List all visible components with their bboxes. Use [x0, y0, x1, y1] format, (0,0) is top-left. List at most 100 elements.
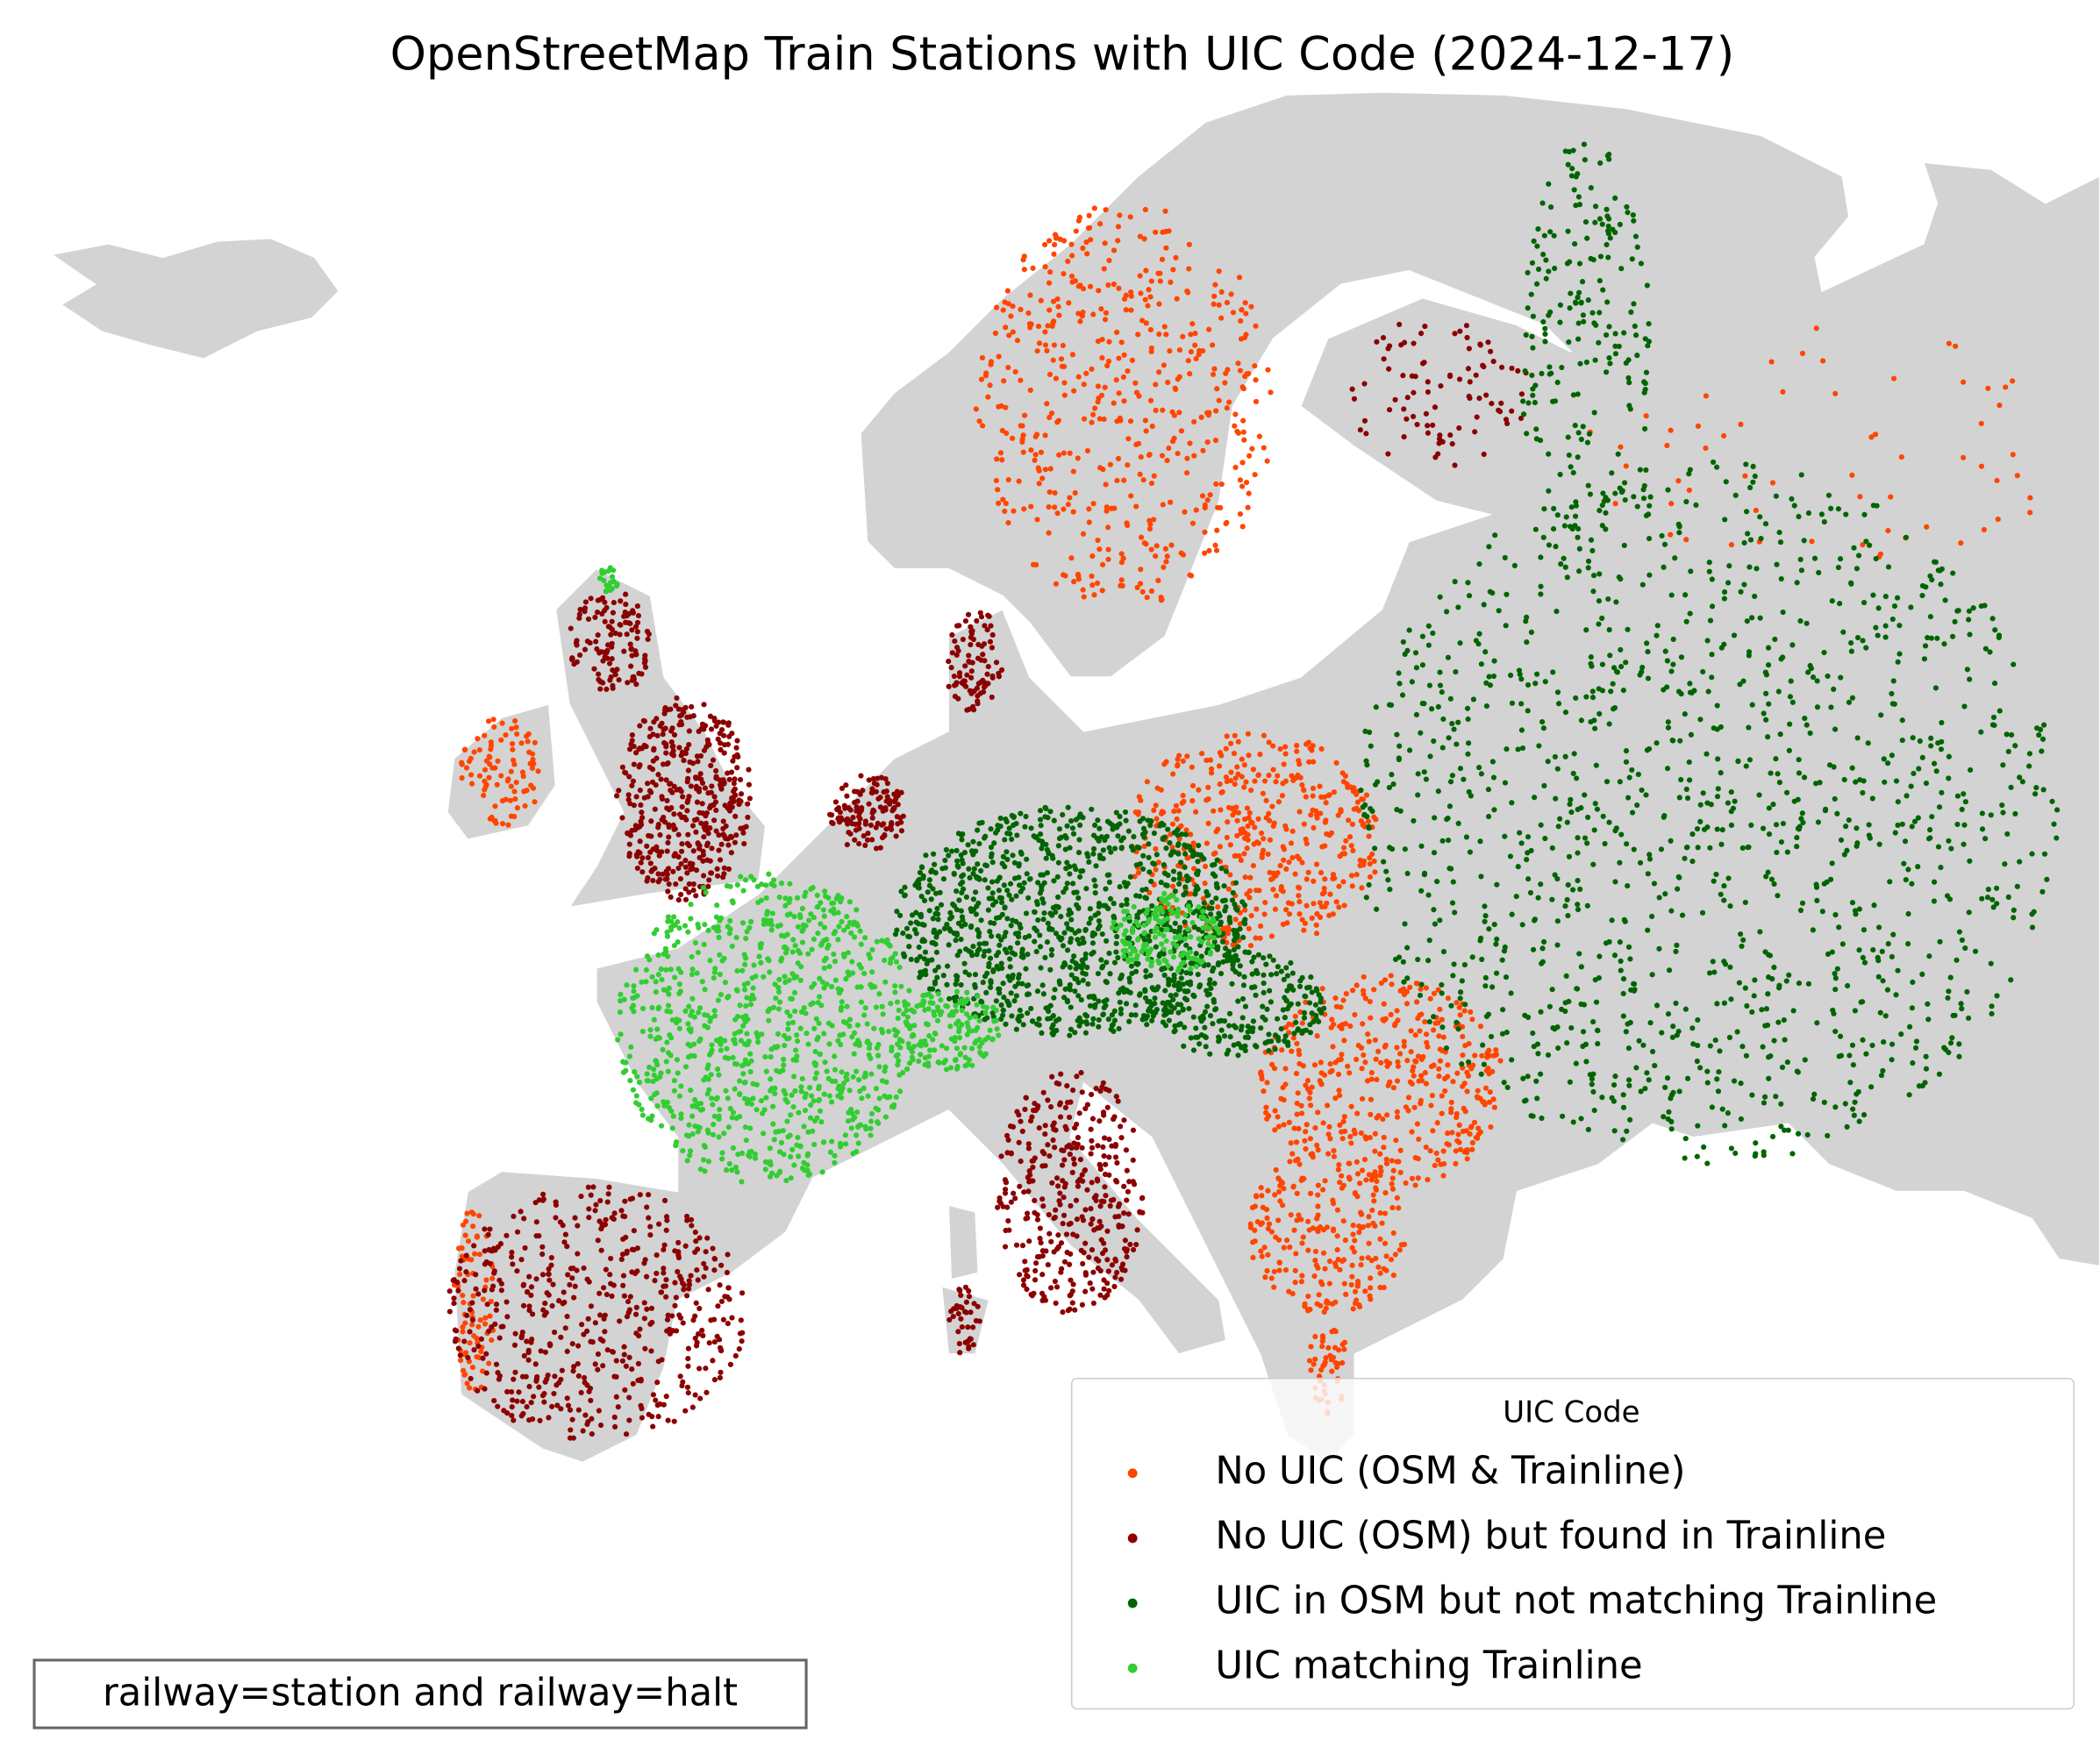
station-dot [1252, 824, 1258, 831]
station-dot [1291, 1227, 1297, 1233]
station-dot [1074, 1073, 1080, 1080]
station-dot [1274, 1016, 1281, 1022]
station-dot [1102, 317, 1109, 323]
station-dot [1067, 984, 1073, 990]
station-dot [1050, 298, 1057, 304]
station-dot [1028, 447, 1034, 453]
station-dot [575, 1407, 582, 1413]
station-dot [718, 1262, 725, 1268]
station-dot [472, 1251, 478, 1257]
station-dot [694, 753, 701, 759]
station-dot [596, 1408, 602, 1414]
station-dot [970, 838, 976, 845]
station-dot [1046, 488, 1053, 496]
station-dot [1066, 300, 1072, 306]
station-dot [1056, 1198, 1062, 1204]
station-dot [1304, 840, 1310, 846]
station-dot [1013, 993, 1019, 999]
station-dot [1365, 1254, 1371, 1261]
station-dot [649, 767, 656, 773]
station-dot [1308, 974, 1314, 981]
station-dot [591, 666, 597, 672]
station-dot [1247, 1224, 1254, 1230]
station-dot [1277, 745, 1283, 752]
station-dot [1036, 340, 1043, 346]
station-dot [932, 941, 939, 947]
station-dot [986, 613, 992, 619]
station-dot [696, 774, 702, 781]
station-dot [959, 1324, 965, 1330]
station-dot [1211, 293, 1218, 299]
station-dot [1414, 1121, 1420, 1127]
station-dot [1138, 454, 1144, 460]
station-dot [464, 1210, 470, 1216]
station-dot [1085, 981, 1091, 988]
station-dot [1018, 1159, 1024, 1165]
station-dot [1266, 810, 1272, 817]
station-dot [579, 1322, 585, 1328]
station-dot [1147, 822, 1154, 829]
station-dot [1213, 829, 1219, 835]
station-dot [468, 781, 475, 787]
station-dot [659, 720, 665, 726]
station-dot [549, 1403, 555, 1409]
station-dot [708, 726, 715, 732]
station-dot [1288, 1001, 1294, 1007]
station-dot [703, 1366, 709, 1372]
station-dot [1029, 1018, 1036, 1024]
station-dot [462, 1232, 468, 1238]
station-dot [1042, 264, 1048, 270]
station-dot [1195, 859, 1201, 865]
station-dot [1026, 1167, 1032, 1174]
station-dot [1008, 1151, 1014, 1157]
station-dot [703, 1249, 709, 1255]
station-dot [678, 848, 685, 854]
station-dot [1186, 844, 1193, 850]
station-dot [1324, 831, 1330, 838]
station-dot [1124, 901, 1130, 907]
station-dot [1089, 366, 1095, 372]
station-dot [1493, 1047, 1499, 1053]
station-dot [699, 1327, 705, 1334]
station-dot [725, 1320, 731, 1327]
station-dot [1216, 1036, 1223, 1042]
station-dot [1060, 1178, 1066, 1184]
station-dot [1059, 1266, 1065, 1272]
station-dot [1303, 1145, 1309, 1152]
station-dot [1412, 1032, 1418, 1038]
station-dot [516, 1389, 522, 1395]
station-dot [1350, 786, 1356, 792]
station-dot [1089, 1246, 1096, 1253]
station-dot [455, 1283, 461, 1289]
station-dot [1319, 1281, 1325, 1287]
station-dot [564, 1395, 570, 1401]
station-dot [456, 1266, 463, 1272]
station-dot [725, 1252, 731, 1258]
station-dot [1423, 985, 1430, 991]
station-dot [1074, 1233, 1080, 1239]
station-dot [623, 1234, 629, 1240]
station-dot [669, 744, 675, 750]
station-dot [1297, 1009, 1304, 1016]
station-dot [611, 599, 617, 606]
station-dot [1333, 899, 1339, 905]
station-dot [1068, 555, 1075, 561]
station-dot [469, 1365, 476, 1371]
station-dot [1386, 343, 1393, 349]
station-dot [1074, 976, 1080, 982]
station-dot [712, 799, 719, 805]
station-dot [1472, 429, 1478, 435]
station-dot [1298, 1102, 1304, 1109]
station-dot [1089, 582, 1096, 588]
station-dot [1384, 1112, 1390, 1118]
station-dot [1216, 397, 1222, 403]
station-dot [1394, 1109, 1400, 1115]
station-dot [933, 934, 939, 940]
station-dot [1307, 1306, 1313, 1313]
station-dot [679, 803, 685, 810]
station-dot [1288, 1140, 1294, 1146]
station-dot [1157, 823, 1163, 829]
station-dot [988, 623, 994, 629]
station-dot [1332, 1095, 1339, 1102]
station-dot [482, 732, 488, 738]
